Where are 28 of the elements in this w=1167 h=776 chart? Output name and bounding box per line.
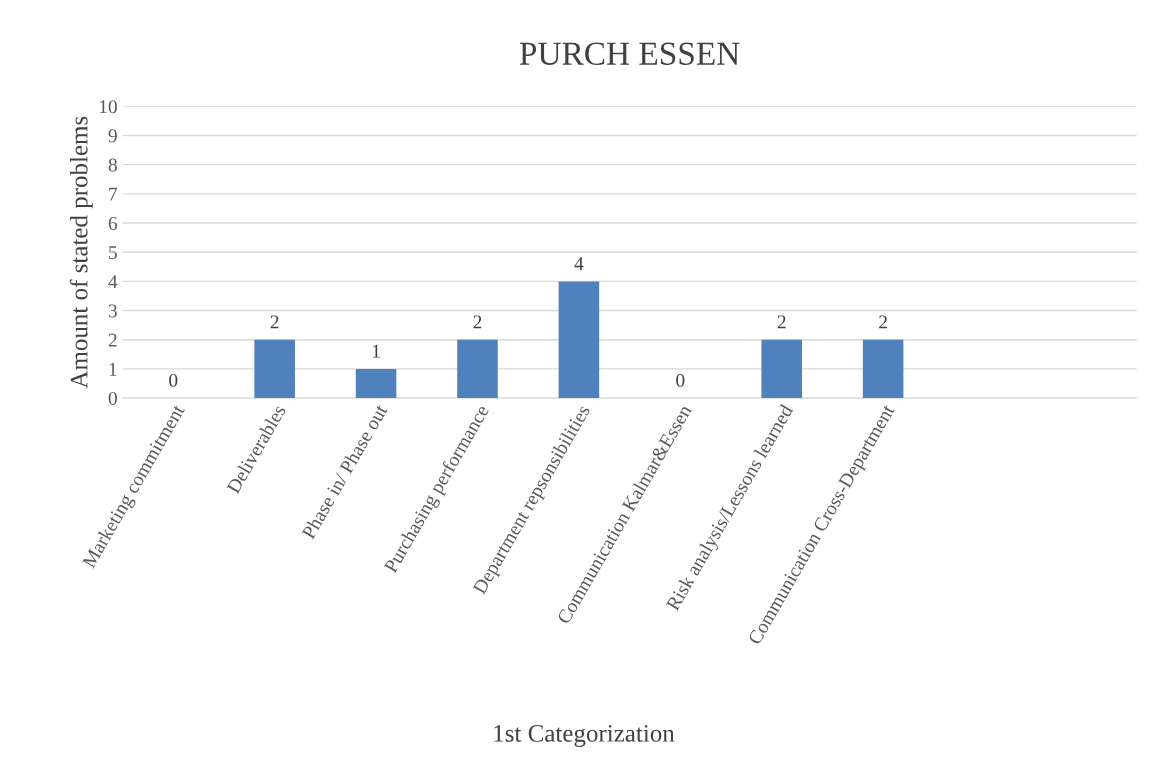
bar: [254, 339, 295, 399]
y-tick-label: 4: [108, 275, 118, 289]
y-tick-label: 10: [99, 100, 117, 114]
y-tick-label: 5: [109, 246, 117, 260]
data-label: 0: [676, 373, 685, 387]
y-tick-label: 9: [108, 129, 117, 143]
data-label: 2: [777, 315, 786, 329]
bar: [558, 281, 600, 399]
data-label: 4: [574, 257, 584, 270]
y-tick-label: 8: [108, 158, 117, 172]
y-tick-label: 1: [109, 362, 117, 376]
data-label: 0: [169, 373, 178, 387]
data-label: 2: [879, 315, 887, 329]
y-tick-label: 0: [108, 391, 117, 406]
bar: [355, 368, 397, 399]
data-label: 1: [372, 344, 380, 358]
y-axis-title: Amount of stated problems: [69, 116, 93, 389]
y-tick-label: 6: [108, 216, 118, 230]
y-tick-label: 7: [109, 187, 118, 201]
bar: [457, 339, 498, 399]
y-tick-label: 2: [108, 333, 117, 347]
bar: [862, 339, 904, 399]
chart-title: PURCH ESSEN: [519, 42, 740, 65]
y-tick-label: 3: [108, 304, 117, 318]
data-label: 2: [270, 315, 279, 329]
bar: [761, 339, 802, 399]
data-label: 2: [473, 315, 482, 329]
x-axis-title: 1st Categorization: [494, 725, 675, 747]
